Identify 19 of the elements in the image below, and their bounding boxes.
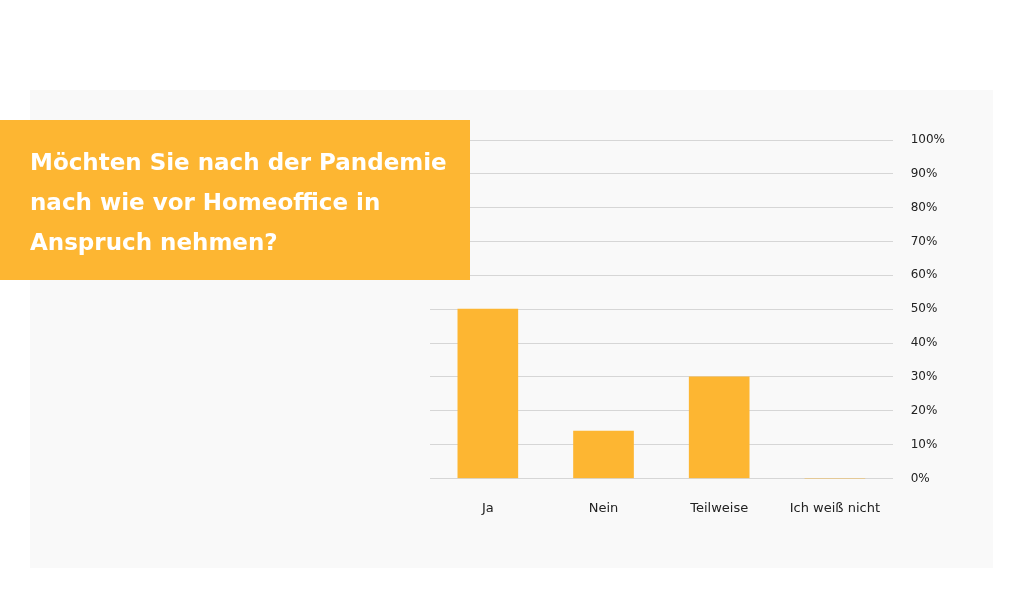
x-tick-label: Teilweise — [689, 499, 749, 515]
y-tick-label: 10% — [910, 436, 938, 451]
y-tick-label: 90% — [910, 165, 938, 180]
text: Möchten Sie nach der Pandemie nach wie vor Homeoffice in Anspruch nehmen? — [30, 148, 448, 257]
y-tick-label: 30% — [910, 369, 938, 384]
y-tick-label: 100% — [910, 132, 946, 147]
x-tick-label: Nein — [588, 499, 619, 515]
y-tick-label: 20% — [910, 402, 938, 417]
y-tick-label: 80% — [910, 199, 938, 214]
bar — [457, 308, 519, 479]
y-tick-label: 60% — [910, 267, 938, 282]
x-tick-label: Ja — [480, 499, 494, 515]
y-tick-label: 0% — [910, 470, 930, 485]
y-tick-label: 50% — [910, 301, 938, 316]
y-tick-label: 40% — [910, 335, 938, 350]
x-tick-label: Ich weiß nicht — [789, 499, 880, 515]
bar — [573, 430, 634, 479]
y-tick-label: 70% — [910, 233, 938, 248]
bar — [688, 376, 750, 479]
